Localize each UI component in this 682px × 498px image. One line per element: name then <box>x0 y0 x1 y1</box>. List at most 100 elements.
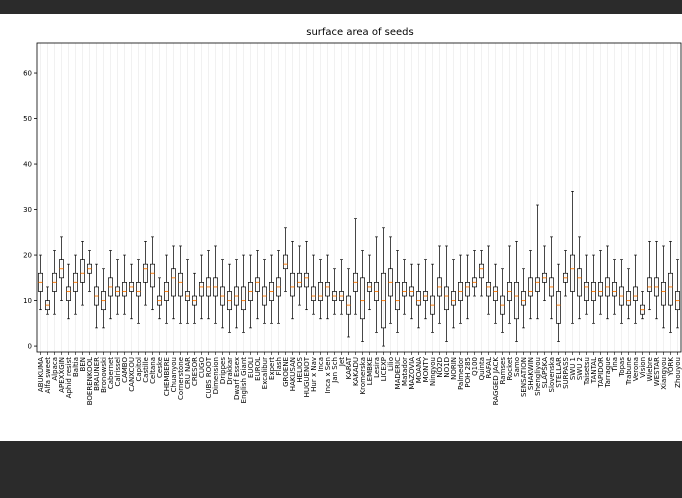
y-tick-label: 50 <box>23 115 32 123</box>
x-tick-label: SENSATION <box>520 357 528 397</box>
box <box>136 282 141 297</box>
box <box>577 268 582 297</box>
x-tick-label: Drippes <box>219 357 227 384</box>
box <box>150 263 155 288</box>
x-tick-label: SURPASS <box>562 356 570 388</box>
box <box>535 277 540 292</box>
x-tick-label: SWU 1 <box>569 357 577 380</box>
x-tick-label: Jet <box>338 357 346 367</box>
box <box>521 291 526 306</box>
x-tick-label: RAGGED JACK <box>492 357 500 406</box>
box <box>283 254 288 270</box>
x-tick-label: Topas <box>618 357 626 378</box>
box <box>626 291 631 306</box>
x-tick-label: YORK <box>667 357 675 377</box>
x-tick-label: Ningyou <box>429 357 437 386</box>
x-tick-label: POH 285 <box>464 357 472 388</box>
x-tick-label: Wiebre <box>646 357 654 382</box>
x-tick-label: Rocket <box>506 357 514 381</box>
box <box>241 286 246 311</box>
x-tick-label: STELLAR <box>555 357 563 388</box>
x-tick-label: Cornerstone <box>177 357 185 400</box>
x-tick-label: Matador <box>401 357 409 386</box>
box <box>360 277 365 320</box>
x-tick-label: TAPIDOR <box>597 357 605 389</box>
box <box>318 282 323 301</box>
box <box>143 263 148 283</box>
x-tick-label: Hur x Nav <box>310 357 318 392</box>
x-tick-label: Alpaca <box>51 357 59 381</box>
x-tick-label: Lesira <box>373 357 381 378</box>
x-tick-label: LICEXP <box>380 357 388 381</box>
box <box>633 286 638 301</box>
x-tick-label: Vision <box>639 357 647 378</box>
y-tick-label: 30 <box>23 206 32 214</box>
x-tick-label: EUOLI <box>247 357 255 378</box>
x-tick-label: Shengliyou <box>534 357 542 396</box>
x-tick-label: LEMBKE <box>366 357 374 385</box>
x-tick-label: Lilio <box>387 357 395 371</box>
box <box>556 291 561 324</box>
x-tick-label: English Giant <box>240 357 248 404</box>
x-tick-label: MAZOVIA <box>408 357 416 390</box>
x-tick-label: NO2D <box>436 357 444 378</box>
x-tick-label: Kromerska <box>359 357 367 394</box>
x-tick-label: Ceske <box>156 357 164 378</box>
box <box>444 286 449 311</box>
x-tick-label: NORIN <box>450 357 458 380</box>
x-tick-label: MOANA <box>415 357 423 383</box>
x-tick-label: Flash <box>275 357 283 375</box>
x-tick-label: Castille <box>142 357 150 383</box>
box <box>451 291 456 306</box>
x-tick-label: Verona <box>632 357 640 381</box>
x-tick-label: HAKUSAN <box>289 357 297 391</box>
x-tick-label: HUGUENOT <box>303 356 311 397</box>
x-tick-label: Alfa sweet <box>44 357 52 394</box>
x-tick-label: SWU 2 <box>576 357 584 380</box>
x-tick-label: KARAT <box>345 356 353 379</box>
x-tick-label: CUGO <box>198 357 206 378</box>
box <box>416 291 421 306</box>
x-tick-label: Cabernet <box>107 357 115 389</box>
box <box>311 286 316 301</box>
box <box>479 263 484 279</box>
box <box>171 268 176 297</box>
x-tick-label: WESTAR <box>653 357 661 386</box>
box <box>178 272 183 297</box>
box <box>647 277 652 292</box>
x-tick-label: Chuanyou <box>170 357 178 392</box>
box <box>570 254 575 292</box>
x-tick-label: Slovenska <box>548 357 556 392</box>
x-tick-label: Palmedor <box>457 357 465 390</box>
figure-background <box>0 14 682 441</box>
x-tick-label: MONTY <box>422 356 430 382</box>
box <box>402 282 407 297</box>
x-tick-label: SHAKWIN <box>527 357 535 390</box>
box <box>584 282 589 301</box>
x-tick-label: Tina <box>611 357 619 373</box>
x-tick-label: Samo <box>513 357 521 377</box>
x-tick-label: Q100 <box>471 357 479 376</box>
x-tick-label: CUBS ROOT <box>205 356 213 398</box>
box <box>122 282 127 297</box>
x-tick-label: BOERENKOOL <box>86 357 94 405</box>
chart-title: surface area of seeds <box>306 27 414 38</box>
box <box>255 277 260 292</box>
y-tick-label: 20 <box>23 252 32 260</box>
box <box>199 282 204 297</box>
box <box>598 282 603 297</box>
y-tick-label: 0 <box>28 343 32 351</box>
box <box>297 272 302 288</box>
x-tick-label: Taisetsu <box>583 357 591 386</box>
x-tick-label: Xiangyou <box>660 357 668 390</box>
x-tick-label: Aphid resist <box>65 357 73 399</box>
x-tick-label: Inca x Sen <box>324 357 332 393</box>
box <box>395 282 400 311</box>
box <box>80 259 85 283</box>
x-tick-label: Baltia <box>72 357 80 377</box>
box <box>290 272 295 297</box>
x-tick-label: APEXXGIN <box>58 357 66 393</box>
x-tick-label: CRU NAR <box>184 357 192 389</box>
box <box>325 282 330 297</box>
